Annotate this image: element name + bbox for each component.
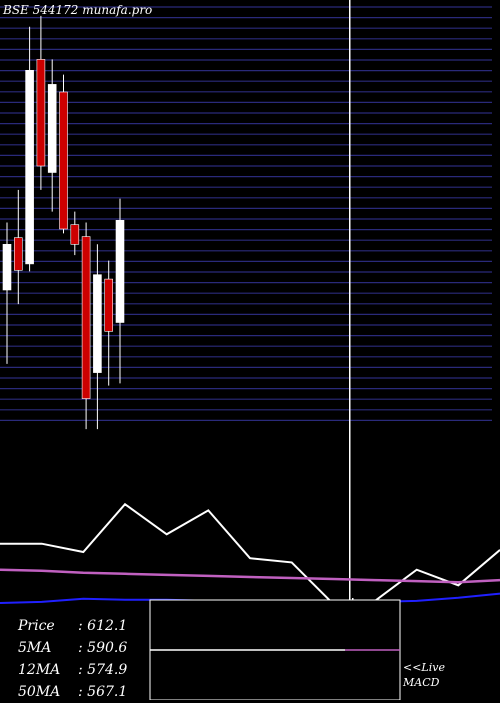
legend-12ma-value: : 574.9 <box>78 662 128 678</box>
candle-body <box>47 84 57 173</box>
candle-body <box>93 274 102 373</box>
candle-body <box>25 70 34 265</box>
candle-body <box>81 236 91 399</box>
price-grid <box>0 6 492 421</box>
legend-12ma: 12MA : 574.9 <box>18 659 127 681</box>
live-macd-labels: <<Live MACD <box>403 660 445 690</box>
candle-body <box>2 244 12 291</box>
chart-title: BSE 544172 munafa.pro <box>3 3 153 17</box>
candle-body <box>104 278 113 332</box>
candles <box>2 15 125 430</box>
candle-body <box>115 220 125 323</box>
candle-body <box>70 224 80 245</box>
candle-body <box>14 237 23 271</box>
price-legend: Price : 612.1 5MA : 590.6 12MA : 574.9 50MA… <box>18 615 127 703</box>
live-label[interactable]: <<Live <box>403 661 445 674</box>
legend-12ma-label: 12MA <box>18 662 61 678</box>
candle-body <box>36 59 46 167</box>
legend-5ma-label: 5MA <box>18 640 52 656</box>
legend-price-value: : 612.1 <box>78 618 128 634</box>
legend-price-label: Price <box>18 618 55 634</box>
legend-5ma-value: : 590.6 <box>78 640 128 656</box>
legend-50ma-label: 50MA <box>18 684 61 700</box>
legend-50ma-value: : 567.1 <box>78 684 128 700</box>
legend-price: Price : 612.1 <box>18 615 127 637</box>
macd-label: MACD <box>403 676 440 689</box>
legend-5ma: 5MA : 590.6 <box>18 637 127 659</box>
macd-panel <box>149 599 401 700</box>
legend-50ma: 50MA : 567.1 <box>18 681 127 703</box>
indicator-line <box>0 502 500 606</box>
volume-bar <box>349 0 351 650</box>
candle-body <box>59 91 68 230</box>
indicator-line <box>0 568 500 584</box>
